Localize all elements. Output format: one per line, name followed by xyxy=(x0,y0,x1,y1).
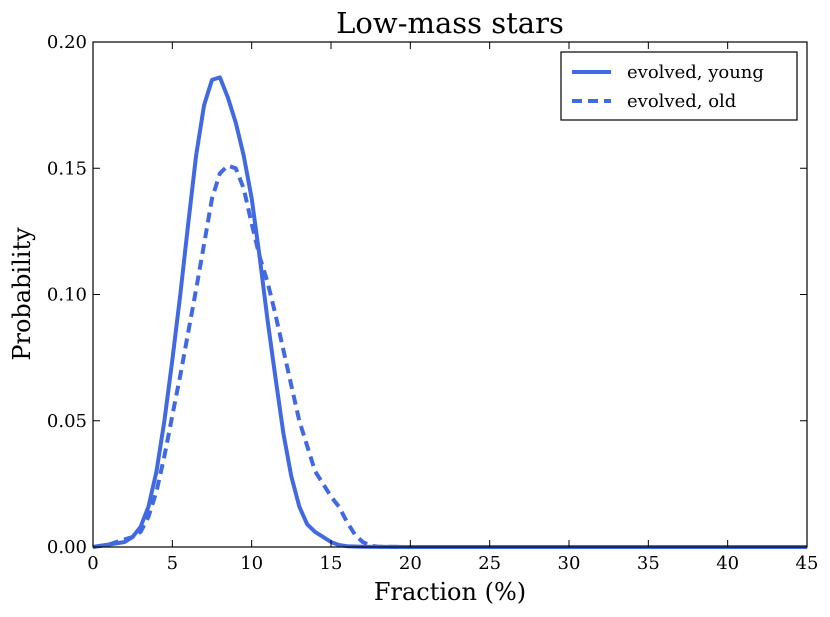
y-tick-label: 0.00 xyxy=(47,537,87,558)
legend: evolved, young evolved, old xyxy=(560,51,798,121)
x-tick-label: 10 xyxy=(240,553,263,574)
x-tick-label: 25 xyxy=(478,553,501,574)
y-tick-label: 0.15 xyxy=(47,158,87,179)
x-tick-label: 15 xyxy=(320,553,343,574)
x-tick-label: 20 xyxy=(399,553,422,574)
legend-label-1: evolved, old xyxy=(627,91,736,112)
x-tick-label: 35 xyxy=(637,553,660,574)
series-line-0 xyxy=(92,75,807,549)
series-layer xyxy=(92,75,807,549)
y-tick-label: 0.20 xyxy=(47,32,87,53)
x-axis-label: Fraction (%) xyxy=(374,578,526,606)
x-tick-label: 40 xyxy=(716,553,739,574)
x-tick-label: 5 xyxy=(167,553,178,574)
y-tick-label: 0.05 xyxy=(47,411,87,432)
y-tick-label: 0.10 xyxy=(47,285,87,306)
y-axis-label: Probability xyxy=(8,227,36,361)
ticks-layer: 0 5 10 15 20 25 30 35 40 45 0.00 0.05 0.10 0.15 0.20 xyxy=(47,32,819,574)
series-line-1 xyxy=(92,163,807,549)
x-tick-label: 30 xyxy=(558,553,581,574)
legend-box xyxy=(560,51,798,121)
chart-title: Low-mass stars xyxy=(336,6,564,40)
x-tick-label: 0 xyxy=(87,553,98,574)
x-tick-label: 45 xyxy=(796,553,819,574)
legend-label-0: evolved, young xyxy=(627,62,764,83)
